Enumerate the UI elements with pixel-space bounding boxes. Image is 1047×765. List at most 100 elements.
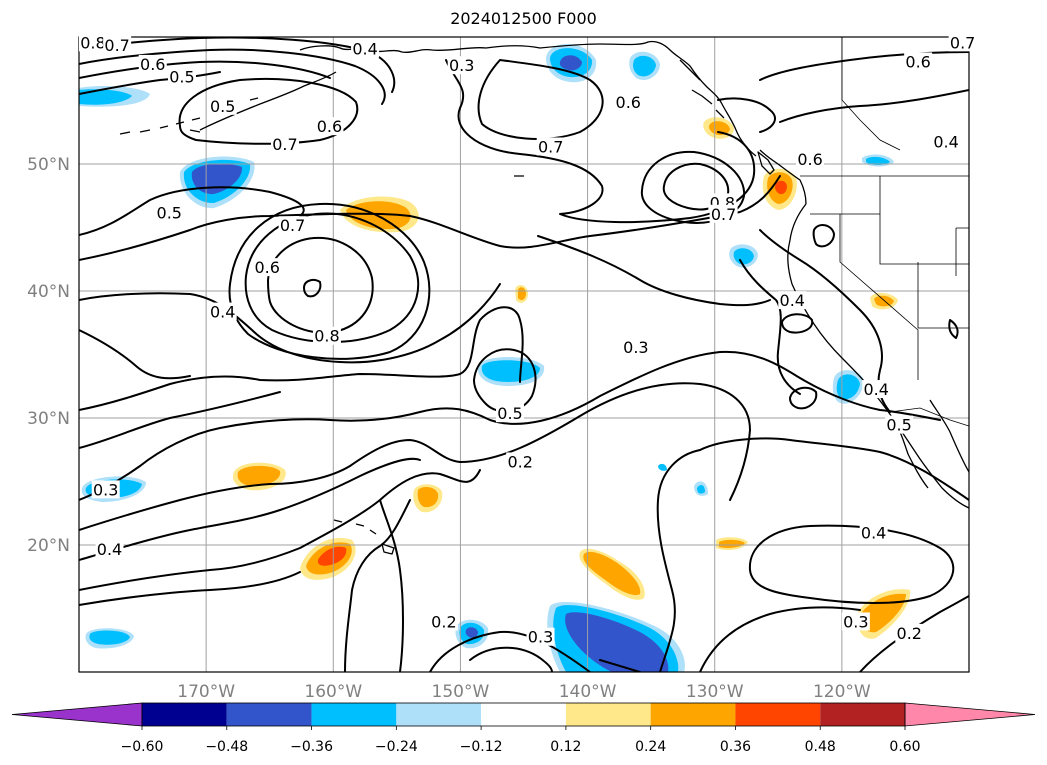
positive-anomaly-region [515,284,529,303]
contour-line [640,150,746,224]
contour-value-label: 0.2 [429,612,458,631]
contour-line [429,630,591,672]
contour-label-text: 0.4 [861,524,886,543]
chart-title: 2024012500 F000 [450,9,597,28]
contour-value-label: 0.2 [895,623,924,643]
alaska-peninsula [199,71,337,131]
contour-label-backdrop [351,39,380,58]
contour-value-label: 0.2 [506,452,535,471]
map-frame [78,36,970,673]
contour-value-label: 0.5 [155,203,184,223]
contour-value-label: 0.7 [103,35,132,55]
colorbar-tick-label: 0.60 [889,739,920,755]
contour-line [79,469,481,591]
contour-value-label: 0.4 [932,132,961,151]
contour-label-backdrop [862,380,891,399]
contour-label-text: 0.8 [314,327,339,346]
gridlines [79,37,969,672]
contour-label-text: 0.4 [210,303,235,322]
contour-line [739,259,801,395]
contour-value-label: 0.7 [270,134,299,154]
contour-line [79,329,191,380]
contour-value-label: 0.4 [778,291,807,310]
contour-label-backdrop [859,523,888,542]
colorbar-tick-label: 0.48 [805,739,836,755]
contour-label-text: 0.4 [97,540,122,559]
colorbar-bin [311,703,397,726]
contour-value-label: 0.4 [862,380,891,399]
colorbar-tick-label: −0.60 [121,739,164,755]
contour-value-label: 0.6 [796,150,825,169]
contour-label-text: 0.3 [528,628,553,647]
contour-line [79,457,421,561]
contour-label-backdrop [155,203,184,222]
contour-value-label: 0.6 [253,258,282,277]
contour-value-label: 0.3 [91,480,120,499]
contour-line [477,59,604,140]
us-state-border [839,214,919,380]
colorbar-extend-low [11,702,143,727]
contour-label-backdrop [278,216,307,235]
contour-label-backdrop [496,404,525,423]
contour-label-text: 0.5 [497,404,522,423]
contour-label-text: 0.6 [797,150,822,169]
contour-label-text: 0.5 [210,97,235,116]
contour-value-label: 0.5 [167,67,196,87]
contour-value-label: 0.5 [208,96,237,116]
contour-value-label: 0.4 [95,540,124,559]
contour-label-text: 0.8 [80,33,105,52]
contour-line [79,391,281,449]
contour-label-text: 0.6 [254,258,279,277]
negative-anomaly-region [547,602,685,672]
political-borders [800,37,969,427]
contour-label-text: 0.3 [93,480,118,499]
contour-line [859,595,969,672]
hawaiian-islands [333,519,395,555]
colorbar-frame [141,702,906,727]
contour-value-label: 0.8 [78,33,107,52]
contour-label-text: 0.4 [352,40,377,59]
contour-line [699,437,969,501]
bc-coastline [759,149,807,205]
contour-line [228,202,431,360]
contour-label-text: 0.2 [897,624,922,643]
contour-value-label: 0.4 [351,39,380,59]
vancouver-island [757,151,775,175]
contour-line [344,499,411,672]
contour-line [79,306,524,411]
positive-anomaly-region [716,537,748,550]
longitude-tick-label: 120°W [813,682,871,702]
contour-label-text: 0.7 [538,137,563,156]
contour-value-label: 0.3 [526,627,555,647]
contour-value-label: 0.3 [841,612,870,631]
negative-anomaly-region [477,357,545,386]
contour-label-text: 0.4 [780,291,805,310]
contour-value-label: 0.4 [208,302,237,322]
contour-label-backdrop [885,415,914,434]
contour-label-text: 0.2 [507,452,532,471]
contour-label-text: 0.3 [623,338,648,357]
colorbar-bin [142,703,227,726]
contour-line [79,350,941,501]
colorbar-bin [735,703,821,726]
contour-value-label: 0.6 [904,52,933,71]
contour-line [599,659,641,672]
mexico-coast [929,399,969,473]
contour-value-label: 0.3 [447,56,476,75]
contour-line [537,235,771,307]
colorbar-extend-high [904,702,1036,727]
contour-line [656,449,701,672]
colorbar-bin [396,703,482,726]
contour-labels: 0.80.70.60.50.50.40.30.70.60.60.70.70.60… [78,33,977,647]
contour-label-backdrop [621,338,650,357]
contour-line [948,319,959,339]
contour-label-text: 0.7 [280,216,305,235]
contour-label-text: 0.7 [272,135,297,154]
colorbar-tick-label: −0.24 [375,739,418,755]
negative-anomaly-region [629,51,660,81]
axis-labels: 170°W 160°W 150°W 140°W 130°W 120°W 50°N 40°N 30… [27,155,871,702]
latitude-tick-label: 50°N [27,155,70,175]
contour-label-backdrop [526,627,555,646]
contour-line [178,77,359,145]
